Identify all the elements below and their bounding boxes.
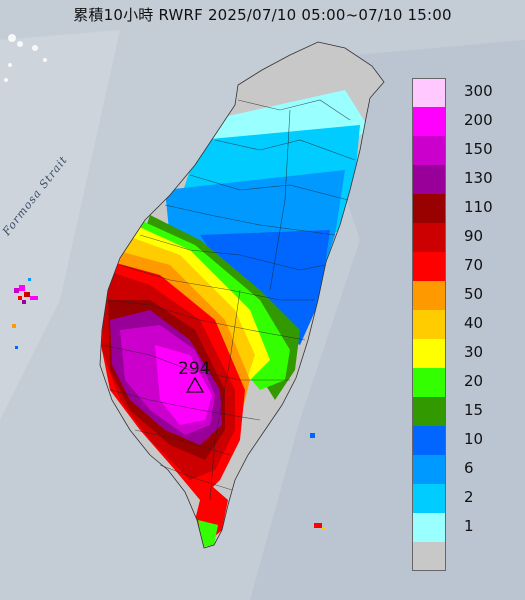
legend-swatch [412, 426, 446, 455]
legend-label: 15 [464, 401, 484, 419]
legend-swatch [412, 397, 446, 426]
max-location-triangle-icon [186, 377, 204, 393]
legend-label: 70 [464, 256, 484, 274]
legend-swatch [412, 310, 446, 339]
cloud-specks [4, 34, 47, 82]
legend-label: 2 [464, 488, 474, 506]
ocean-shading-west [0, 30, 120, 420]
legend-label: 130 [464, 169, 493, 187]
legend-swatch [412, 165, 446, 194]
county-boundaries [101, 99, 356, 501]
taiwan-coastline [99, 41, 385, 549]
legend-label: 150 [464, 140, 493, 158]
legend-label: 200 [464, 111, 493, 129]
legend-label: 10 [464, 430, 484, 448]
legend-label: 6 [464, 459, 474, 477]
legend-swatch [412, 542, 446, 571]
max-rainfall-value: 294 [178, 359, 211, 379]
legend-swatch [412, 368, 446, 397]
legend-label: 1 [464, 517, 474, 535]
map-title: 累積10小時 RWRF 2025/07/10 05:00~07/10 15:00 [73, 6, 452, 24]
legend-label: 30 [464, 343, 484, 361]
legend-swatch [412, 194, 446, 223]
legend-swatch [412, 339, 446, 368]
legend-swatch [412, 252, 446, 281]
legend-swatch [412, 281, 446, 310]
legend-swatch [412, 107, 446, 136]
legend-swatch [412, 223, 446, 252]
legend-label: 40 [464, 314, 484, 332]
legend-label: 90 [464, 227, 484, 245]
legend-swatch [412, 513, 446, 542]
legend-label: 110 [464, 198, 493, 216]
legend-swatch [412, 484, 446, 513]
legend-label: 20 [464, 372, 484, 390]
legend-label: 300 [464, 82, 493, 100]
ocean-shading [250, 40, 525, 600]
legend-swatch [412, 136, 446, 165]
legend-swatch [412, 455, 446, 484]
legend-label: 50 [464, 285, 484, 303]
offshore-echoes [12, 278, 326, 530]
legend-swatch [412, 78, 446, 107]
